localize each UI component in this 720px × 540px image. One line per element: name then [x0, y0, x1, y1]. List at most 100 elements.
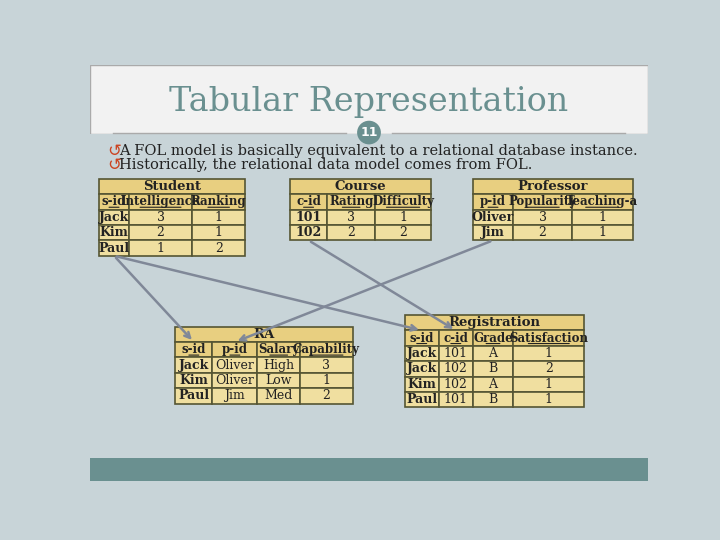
Text: Kim: Kim: [99, 226, 128, 239]
Bar: [290, 210, 327, 225]
Text: A: A: [488, 347, 498, 360]
Bar: [438, 346, 473, 361]
Text: 1: 1: [545, 393, 553, 406]
Bar: [258, 357, 300, 373]
Bar: [129, 225, 192, 240]
Text: Kim: Kim: [408, 378, 436, 391]
Bar: [405, 346, 438, 361]
Text: Registration: Registration: [449, 316, 541, 329]
Text: Popularity: Popularity: [508, 195, 577, 208]
Bar: [90, 134, 648, 457]
Bar: [212, 357, 258, 373]
Text: Paul: Paul: [179, 389, 210, 402]
Text: B: B: [488, 393, 498, 406]
Text: RA: RA: [253, 328, 274, 341]
Text: 102: 102: [444, 378, 468, 391]
Bar: [473, 210, 513, 225]
Text: 1: 1: [598, 226, 606, 239]
Text: 11: 11: [360, 126, 378, 139]
Text: Oliver: Oliver: [215, 374, 254, 387]
Text: 1: 1: [598, 211, 606, 224]
Bar: [473, 377, 513, 392]
Text: Jack: Jack: [407, 362, 437, 375]
Bar: [375, 210, 431, 225]
Text: 2: 2: [539, 226, 546, 239]
Text: 2: 2: [323, 389, 330, 402]
Text: High: High: [263, 359, 294, 372]
Bar: [192, 210, 245, 225]
Text: 3: 3: [347, 211, 355, 224]
Bar: [290, 179, 431, 194]
Text: Jack: Jack: [407, 347, 437, 360]
Bar: [258, 388, 300, 403]
Text: Teaching-a: Teaching-a: [566, 195, 639, 208]
Bar: [473, 194, 513, 210]
Text: 2: 2: [545, 362, 553, 375]
Text: s-id: s-id: [102, 195, 126, 208]
Bar: [405, 377, 438, 392]
Bar: [99, 225, 129, 240]
Text: Tabular Representation: Tabular Representation: [169, 86, 569, 118]
Text: Oliver: Oliver: [215, 359, 254, 372]
Text: c-id: c-id: [296, 195, 321, 208]
Bar: [473, 330, 513, 346]
Bar: [405, 330, 438, 346]
Text: Jack: Jack: [99, 211, 129, 224]
Bar: [473, 225, 513, 240]
Text: 2: 2: [215, 241, 222, 254]
Bar: [175, 373, 212, 388]
Text: Oliver: Oliver: [472, 211, 514, 224]
Bar: [129, 194, 192, 210]
Bar: [192, 225, 245, 240]
Bar: [572, 225, 632, 240]
Bar: [212, 388, 258, 403]
Text: Satisfaction: Satisfaction: [509, 332, 588, 345]
Bar: [290, 225, 327, 240]
Bar: [300, 357, 353, 373]
Text: Course: Course: [335, 180, 387, 193]
Text: 101: 101: [444, 347, 468, 360]
Bar: [175, 327, 353, 342]
Text: Intelligence: Intelligence: [121, 195, 200, 208]
Bar: [327, 210, 375, 225]
Text: c-id: c-id: [444, 332, 468, 345]
Bar: [513, 361, 585, 377]
Bar: [212, 373, 258, 388]
Bar: [327, 225, 375, 240]
Bar: [99, 210, 129, 225]
Bar: [175, 388, 212, 403]
Text: 1: 1: [156, 241, 165, 254]
Bar: [572, 210, 632, 225]
Bar: [99, 194, 129, 210]
Text: 102: 102: [444, 362, 468, 375]
Text: 1: 1: [545, 378, 553, 391]
Bar: [473, 179, 632, 194]
Bar: [473, 392, 513, 408]
Circle shape: [358, 122, 380, 143]
Text: 1: 1: [399, 211, 407, 224]
Bar: [175, 357, 212, 373]
Text: Professor: Professor: [518, 180, 588, 193]
Text: Ranking: Ranking: [191, 195, 246, 208]
Text: 2: 2: [347, 226, 355, 239]
Bar: [513, 346, 585, 361]
Bar: [513, 330, 585, 346]
Text: 1: 1: [323, 374, 330, 387]
Bar: [513, 225, 572, 240]
Text: 101: 101: [444, 393, 468, 406]
Bar: [513, 392, 585, 408]
Bar: [513, 210, 572, 225]
Bar: [129, 240, 192, 256]
Text: Jack: Jack: [179, 359, 209, 372]
Bar: [300, 388, 353, 403]
Bar: [513, 194, 572, 210]
Text: 1: 1: [545, 347, 553, 360]
Text: Rating: Rating: [329, 195, 374, 208]
Bar: [129, 210, 192, 225]
Bar: [290, 194, 327, 210]
Bar: [99, 240, 129, 256]
Text: B: B: [488, 362, 498, 375]
Text: Paul: Paul: [99, 241, 130, 254]
Text: 102: 102: [295, 226, 322, 239]
Text: Grade: Grade: [473, 332, 513, 345]
